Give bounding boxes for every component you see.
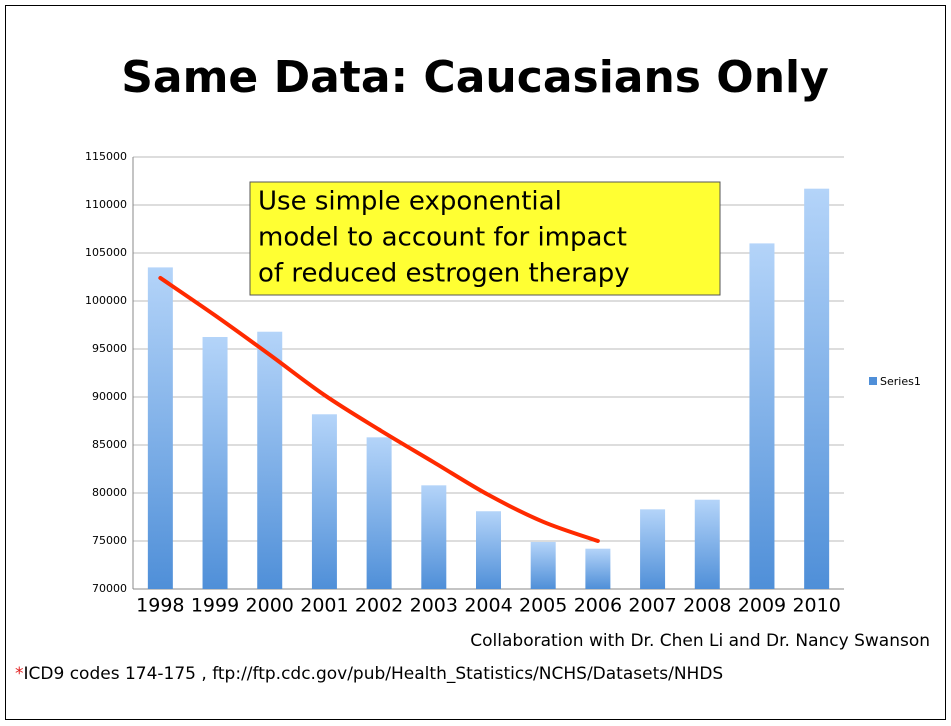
x-tick-label: 2007 bbox=[628, 595, 676, 617]
bar bbox=[694, 499, 720, 589]
bar bbox=[640, 509, 666, 589]
annotation-text: model to account for impact bbox=[258, 223, 627, 253]
x-tick-label: 2004 bbox=[464, 595, 512, 617]
x-tick-label: 2002 bbox=[355, 595, 403, 617]
x-tick-label: 2001 bbox=[300, 595, 348, 617]
bar bbox=[804, 188, 830, 589]
x-tick-label: 1998 bbox=[136, 595, 184, 617]
trend-line bbox=[158, 275, 600, 543]
slide-title: Same Data: Caucasians Only bbox=[121, 52, 829, 103]
y-tick-label: 105000 bbox=[85, 246, 127, 259]
bar bbox=[421, 485, 447, 589]
annotation-text: Use simple exponential bbox=[258, 187, 562, 217]
y-tick-label: 95000 bbox=[92, 342, 127, 355]
bar bbox=[530, 541, 556, 589]
bar bbox=[311, 414, 337, 589]
credit: Collaboration with Dr. Chen Li and Dr. N… bbox=[470, 631, 930, 651]
x-tick-label: 2008 bbox=[683, 595, 731, 617]
bar bbox=[257, 331, 283, 589]
x-tick-label: 2000 bbox=[246, 595, 294, 617]
y-tick-label: 75000 bbox=[92, 534, 127, 547]
legend-swatch bbox=[869, 377, 877, 385]
y-tick-label: 85000 bbox=[92, 438, 127, 451]
bar bbox=[366, 437, 392, 589]
x-tick-label: 2006 bbox=[574, 595, 622, 617]
y-tick-label: 110000 bbox=[85, 198, 127, 211]
bar bbox=[585, 548, 611, 589]
y-tick-label: 90000 bbox=[92, 390, 127, 403]
x-tick-label: 2009 bbox=[738, 595, 786, 617]
y-tick-label: 70000 bbox=[92, 582, 127, 595]
y-tick-label: 80000 bbox=[92, 486, 127, 499]
bar bbox=[749, 243, 775, 589]
bar bbox=[202, 337, 228, 589]
x-tick-label: 2005 bbox=[519, 595, 567, 617]
footnote-text: ICD9 codes 174-175 , ftp://ftp.cdc.gov/p… bbox=[24, 664, 724, 684]
y-tick-label: 115000 bbox=[85, 150, 127, 163]
x-tick-label: 2010 bbox=[792, 595, 840, 617]
footnote: *ICD9 codes 174-175 , ftp://ftp.cdc.gov/… bbox=[15, 664, 723, 684]
bar bbox=[147, 267, 173, 589]
x-tick-label: 1999 bbox=[191, 595, 239, 617]
footnote-marker: * bbox=[15, 664, 24, 684]
annotation-text: of reduced estrogen therapy bbox=[258, 259, 630, 289]
y-tick-label: 100000 bbox=[85, 294, 127, 307]
legend-label: Series1 bbox=[880, 375, 921, 388]
x-tick-label: 2003 bbox=[410, 595, 458, 617]
annotation-box bbox=[249, 181, 721, 296]
bar bbox=[476, 511, 501, 589]
